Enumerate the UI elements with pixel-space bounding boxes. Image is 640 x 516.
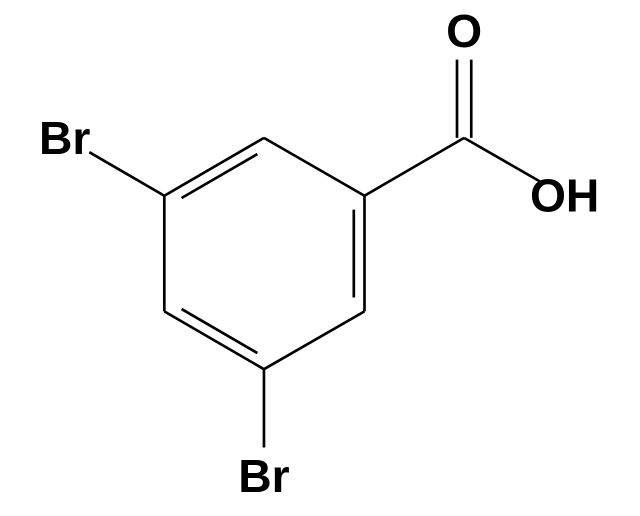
atom-label-br1: Br — [39, 112, 90, 164]
atom-label-br2: Br — [238, 450, 289, 502]
atom-label-oH: OH — [530, 170, 599, 222]
molecule-diagram: O OH Br Br — [0, 0, 640, 516]
atom-label-oDouble: O — [446, 5, 482, 57]
